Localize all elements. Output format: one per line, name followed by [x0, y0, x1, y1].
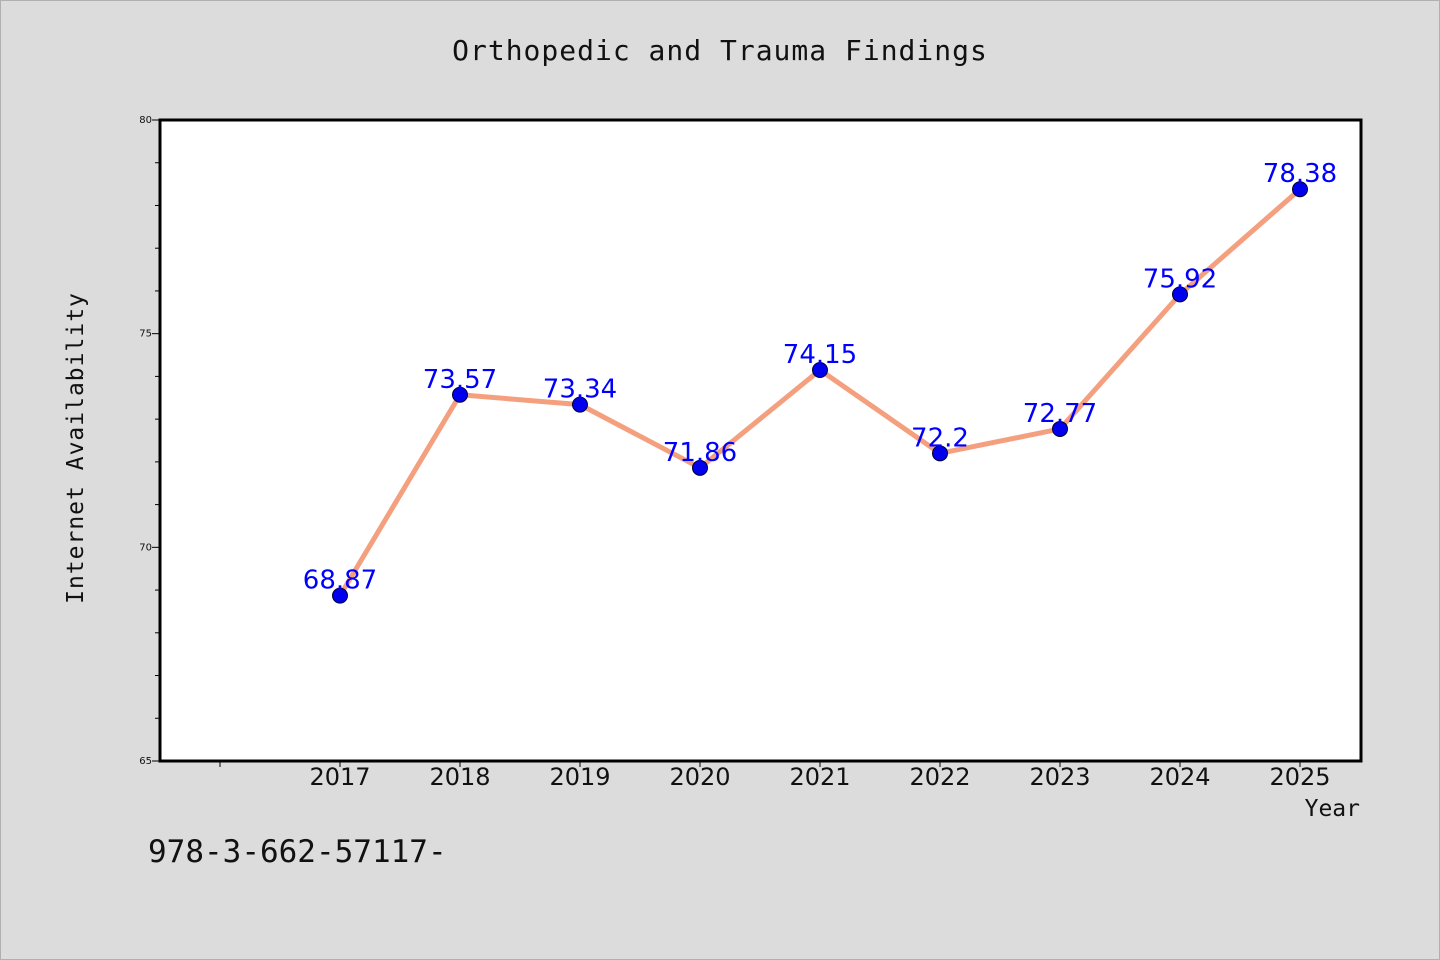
- x-tick-label: 2024: [1149, 763, 1210, 791]
- data-label: 72.77: [1023, 399, 1097, 429]
- plot-area: [158, 118, 1363, 763]
- data-point: [932, 445, 948, 462]
- footnote-isbn: 978-3-662-57117-: [148, 834, 447, 870]
- x-tick-label: 2023: [1029, 763, 1090, 791]
- data-point: [1052, 420, 1068, 437]
- data-label: 73.34: [543, 375, 617, 405]
- x-tick-label: 2020: [669, 763, 730, 791]
- x-tick-label: 2025: [1269, 763, 1330, 791]
- data-label: 72.2: [911, 423, 969, 453]
- data-label: 68.87: [303, 566, 377, 596]
- data-point: [1292, 181, 1308, 198]
- data-label: 74.15: [783, 340, 857, 370]
- y-tick-label: 65: [139, 756, 152, 767]
- x-tick-label: 2022: [909, 763, 970, 791]
- data-point: [572, 396, 588, 413]
- x-axis-label: Year: [1304, 796, 1360, 822]
- data-point: [452, 386, 468, 403]
- data-point: [812, 361, 828, 378]
- y-tick-label: 80: [139, 115, 152, 126]
- data-point: [692, 459, 708, 476]
- y-tick-label: 75: [139, 329, 152, 340]
- x-tick-label: 2018: [429, 763, 490, 791]
- data-point: [332, 587, 348, 604]
- y-tick-label: 70: [139, 542, 152, 553]
- x-tick-label: 2019: [549, 763, 610, 791]
- data-label: 75.92: [1143, 264, 1217, 294]
- data-point: [1172, 286, 1188, 303]
- x-tick-label: 2021: [789, 763, 850, 791]
- chart-title: Orthopedic and Trauma Findings: [452, 34, 988, 67]
- data-label: 71.86: [663, 438, 737, 468]
- data-label: 73.57: [423, 365, 497, 395]
- x-tick-label: 2017: [309, 763, 370, 791]
- data-label: 78.38: [1263, 159, 1337, 189]
